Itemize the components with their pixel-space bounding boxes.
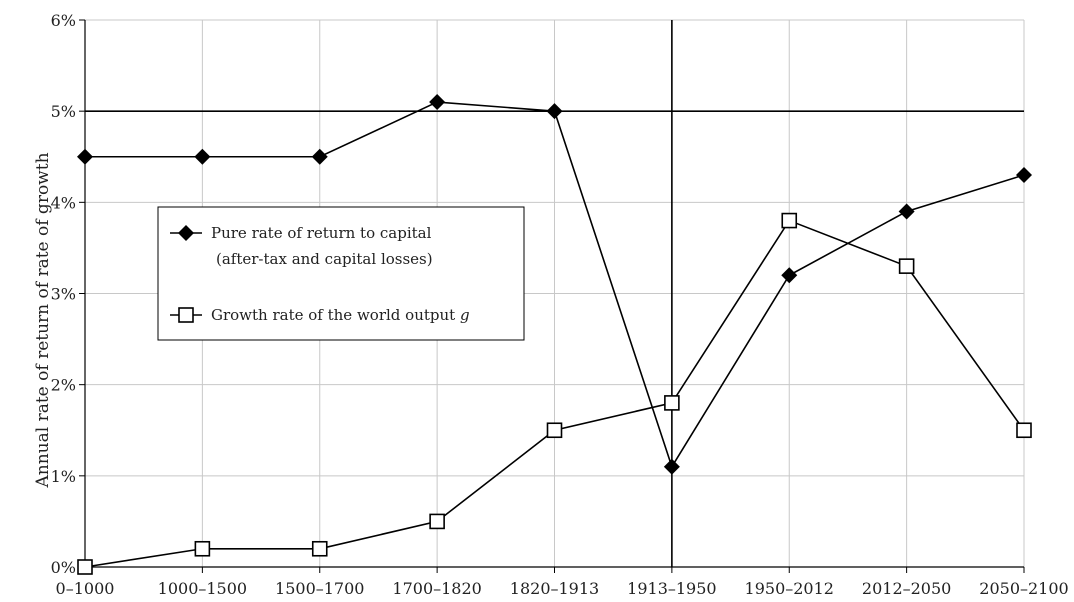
legend: Pure rate of return to capital (after-ta… xyxy=(157,206,525,341)
legend-return-label: Pure rate of return to capital xyxy=(211,224,432,242)
y-tick-label: 5% xyxy=(51,102,76,121)
legend-growth-marker xyxy=(178,307,194,323)
data-point-diamond xyxy=(429,94,446,111)
data-point-diamond xyxy=(546,103,563,120)
legend-return-marker xyxy=(178,225,194,241)
series xyxy=(77,94,1032,575)
data-point-diamond xyxy=(1016,166,1032,183)
x-tick-label: 1000–1500 xyxy=(158,579,247,598)
legend-growth-label: Growth rate of the world output g xyxy=(211,306,470,324)
data-point-square xyxy=(77,559,93,575)
x-tick-label: 2012–2050 xyxy=(862,579,951,598)
data-point-square xyxy=(664,395,680,411)
data-point-diamond xyxy=(194,148,211,165)
data-point-square xyxy=(781,212,798,229)
data-point-square xyxy=(194,540,211,557)
data-point-square xyxy=(311,540,328,557)
series-filled-diamond xyxy=(77,94,1032,475)
data-point-diamond xyxy=(898,203,915,220)
y-tick-label: 2% xyxy=(51,376,76,395)
series-open-square xyxy=(77,212,1032,575)
y-tick-label: 0% xyxy=(51,558,76,577)
legend-growth-label-g: g xyxy=(460,306,470,324)
y-tick-label: 3% xyxy=(51,285,76,304)
x-tick-label: 1820–1913 xyxy=(510,579,599,598)
x-tick-label: 2050–2100 xyxy=(979,579,1068,598)
y-axis-title: Annual rate of return of rate of growth xyxy=(33,152,53,488)
data-point-square xyxy=(1016,422,1032,439)
x-tick-label: 1500–1700 xyxy=(275,579,364,598)
legend-growth-label-main: Growth rate of the world output xyxy=(211,306,455,324)
y-tick-label: 4% xyxy=(51,193,76,212)
data-point-diamond xyxy=(781,267,798,284)
x-tick-label: 1913–1950 xyxy=(627,579,716,598)
legend-return-sublabel: (after-tax and capital losses) xyxy=(216,250,433,268)
y-tick-label: 1% xyxy=(51,467,76,486)
x-tick-label: 1700–1820 xyxy=(392,579,481,598)
data-point-square xyxy=(898,258,915,274)
x-tick-labels: 0–1000 1000–1500 1500–1700 1700–1820 1820–19… xyxy=(56,579,1069,598)
x-tick-label: 1950–2012 xyxy=(745,579,834,598)
data-point-diamond xyxy=(77,148,93,165)
y-tick-labels: 0% 1% 2% 3% 4% 5% 6% xyxy=(51,11,76,577)
y-tick-label: 6% xyxy=(51,11,76,30)
data-point-diamond xyxy=(311,148,328,165)
data-point-diamond xyxy=(663,458,680,475)
data-point-square xyxy=(429,513,445,530)
legend-box xyxy=(157,206,525,341)
x-tick-label: 0–1000 xyxy=(56,579,115,598)
axes xyxy=(79,19,1025,573)
data-point-square xyxy=(546,422,563,439)
